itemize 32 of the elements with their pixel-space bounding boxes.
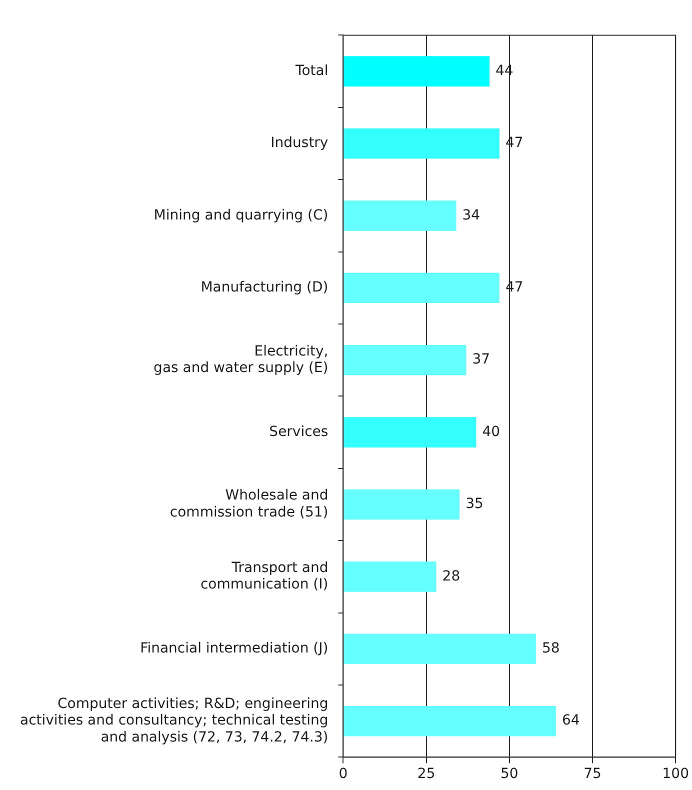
data-label: 34 (462, 207, 480, 224)
y-tick-label: Manufacturing (D) (200, 280, 328, 296)
bar (344, 272, 500, 304)
bar (344, 706, 556, 736)
y-tick-label: Electricity, gas and water supply (E) (154, 343, 328, 376)
bar (344, 200, 456, 231)
bar (344, 417, 476, 448)
bar (344, 56, 490, 86)
x-tick-label: 100 (662, 766, 690, 782)
bar (344, 489, 460, 520)
y-tick-label: Industry (270, 135, 328, 152)
data-label: 37 (472, 352, 490, 368)
data-label: 40 (482, 424, 500, 440)
x-tick-label: 25 (417, 766, 436, 782)
x-tick-label: 75 (584, 766, 602, 782)
bar (344, 128, 500, 159)
y-tick-label: Financial intermediation (J) (140, 640, 328, 657)
bar (344, 562, 436, 592)
bar (344, 344, 466, 376)
data-label: 58 (542, 640, 560, 657)
y-tick-label: Mining and quarrying (C) (154, 207, 328, 224)
y-tick-label: Computer activities; R&D; engineering activities and consultancy; technical testing and analysis (72, 73, 74.2, 74.3) (20, 696, 328, 746)
x-tick-label: 50 (500, 766, 518, 782)
y-tick-label: Wholesale and commission trade (51) (170, 488, 328, 521)
x-tick-label: 0 (338, 766, 348, 782)
data-label: 35 (466, 496, 484, 512)
y-tick-label: Services (269, 424, 328, 440)
y-tick-label: Transport and communication (I) (200, 560, 328, 593)
y-tick-label: Total (294, 62, 328, 79)
data-label: 28 (442, 568, 460, 584)
bar (344, 634, 536, 664)
data-label: 64 (562, 712, 580, 729)
